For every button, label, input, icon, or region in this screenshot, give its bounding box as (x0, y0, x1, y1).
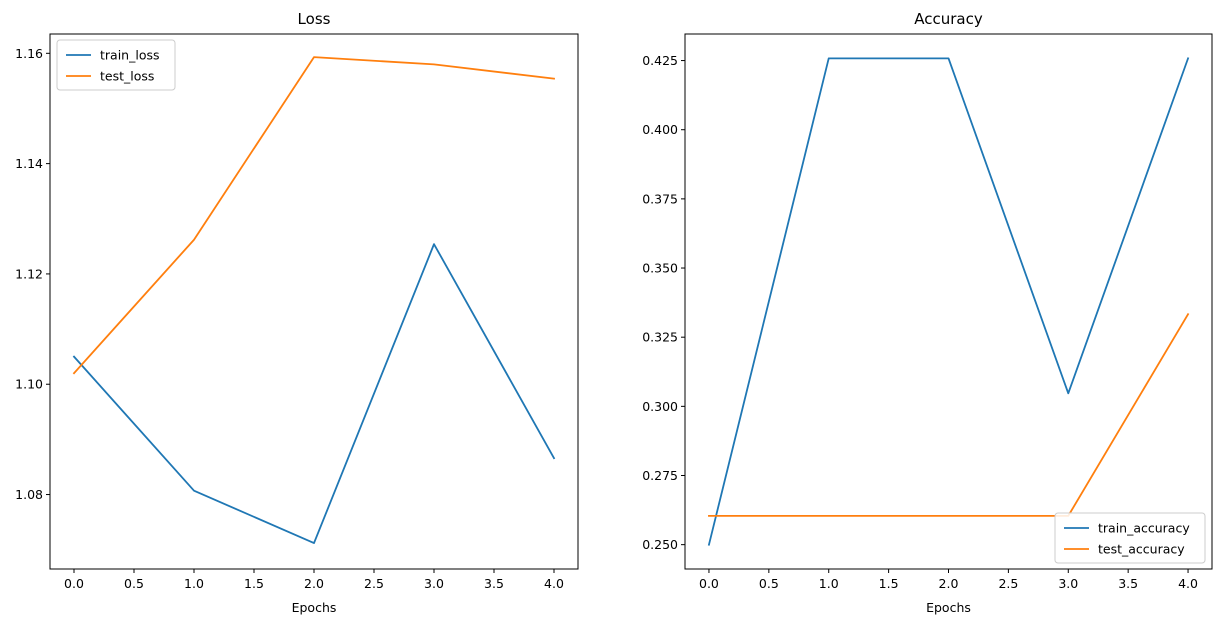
y-tick-label: 0.400 (642, 122, 678, 137)
legend: train_accuracy test_accuracy (1054, 512, 1206, 564)
y-tick-label: 0.250 (642, 537, 678, 552)
series-line-train-loss (72, 243, 556, 544)
legend-label: test_accuracy (1098, 542, 1185, 557)
legend: train_loss test_loss (56, 39, 176, 91)
x-tick-label: 0.0 (699, 576, 719, 591)
y-tick-label: 1.14 (15, 156, 43, 171)
x-tick-label: 1.0 (819, 576, 839, 591)
legend-label: test_loss (100, 69, 154, 84)
x-axis-label: Epochs (292, 600, 337, 615)
x-tick-label: 2.0 (304, 576, 324, 591)
x-tick-label: 1.5 (879, 576, 899, 591)
y-tick-label: 0.300 (642, 399, 678, 414)
x-tick-label: 3.5 (1118, 576, 1138, 591)
x-tick-label: 3.5 (484, 576, 504, 591)
x-axis-label: Epochs (926, 600, 971, 615)
x-tick-label: 4.0 (1178, 576, 1198, 591)
series-line-train-accuracy (707, 57, 1190, 546)
y-tick-label: 1.12 (15, 266, 43, 281)
x-tick-label: 2.5 (998, 576, 1018, 591)
axes-frame (684, 33, 1213, 570)
y-tick-label: 1.10 (15, 377, 43, 392)
legend-label: train_loss (100, 48, 160, 63)
x-tick-label: 4.0 (544, 576, 564, 591)
x-tick-label: 2.0 (939, 576, 959, 591)
legend-box (56, 39, 176, 91)
legend-box (1054, 512, 1206, 564)
x-tick-label: 3.0 (1058, 576, 1078, 591)
y-tick-label: 0.350 (642, 261, 678, 276)
x-tick-label: 1.5 (244, 576, 264, 591)
axes-frame (49, 33, 579, 570)
chart-panel-loss: Loss Epochs 0.0 0.5 1.0 1.5 2.0 2.5 3.0 3.5 4.0 1.0… (15, 10, 579, 615)
series-line-test-loss (72, 56, 556, 375)
series-line-test-accuracy (708, 312, 1190, 517)
x-tick-label: 1.0 (184, 576, 204, 591)
x-tick-label: 2.5 (364, 576, 384, 591)
y-tick-label: 1.16 (15, 46, 43, 61)
y-tick-label: 0.375 (642, 191, 678, 206)
y-tick-label: 0.325 (642, 330, 678, 345)
x-tick-label: 0.0 (64, 576, 84, 591)
y-tick-label: 1.08 (15, 487, 43, 502)
chart-title: Loss (298, 10, 331, 28)
y-tick-label: 0.275 (642, 468, 678, 483)
chart-title: Accuracy (914, 10, 983, 28)
legend-label: train_accuracy (1098, 521, 1190, 536)
x-tick-label: 0.5 (759, 576, 779, 591)
chart-panel-accuracy: Accuracy Epochs 0.0 0.5 1.0 1.5 2.0 2.5 3.0 3.5 4.… (642, 10, 1213, 615)
y-tick-label: 0.425 (642, 53, 678, 68)
x-tick-label: 3.0 (424, 576, 444, 591)
x-tick-label: 0.5 (124, 576, 144, 591)
